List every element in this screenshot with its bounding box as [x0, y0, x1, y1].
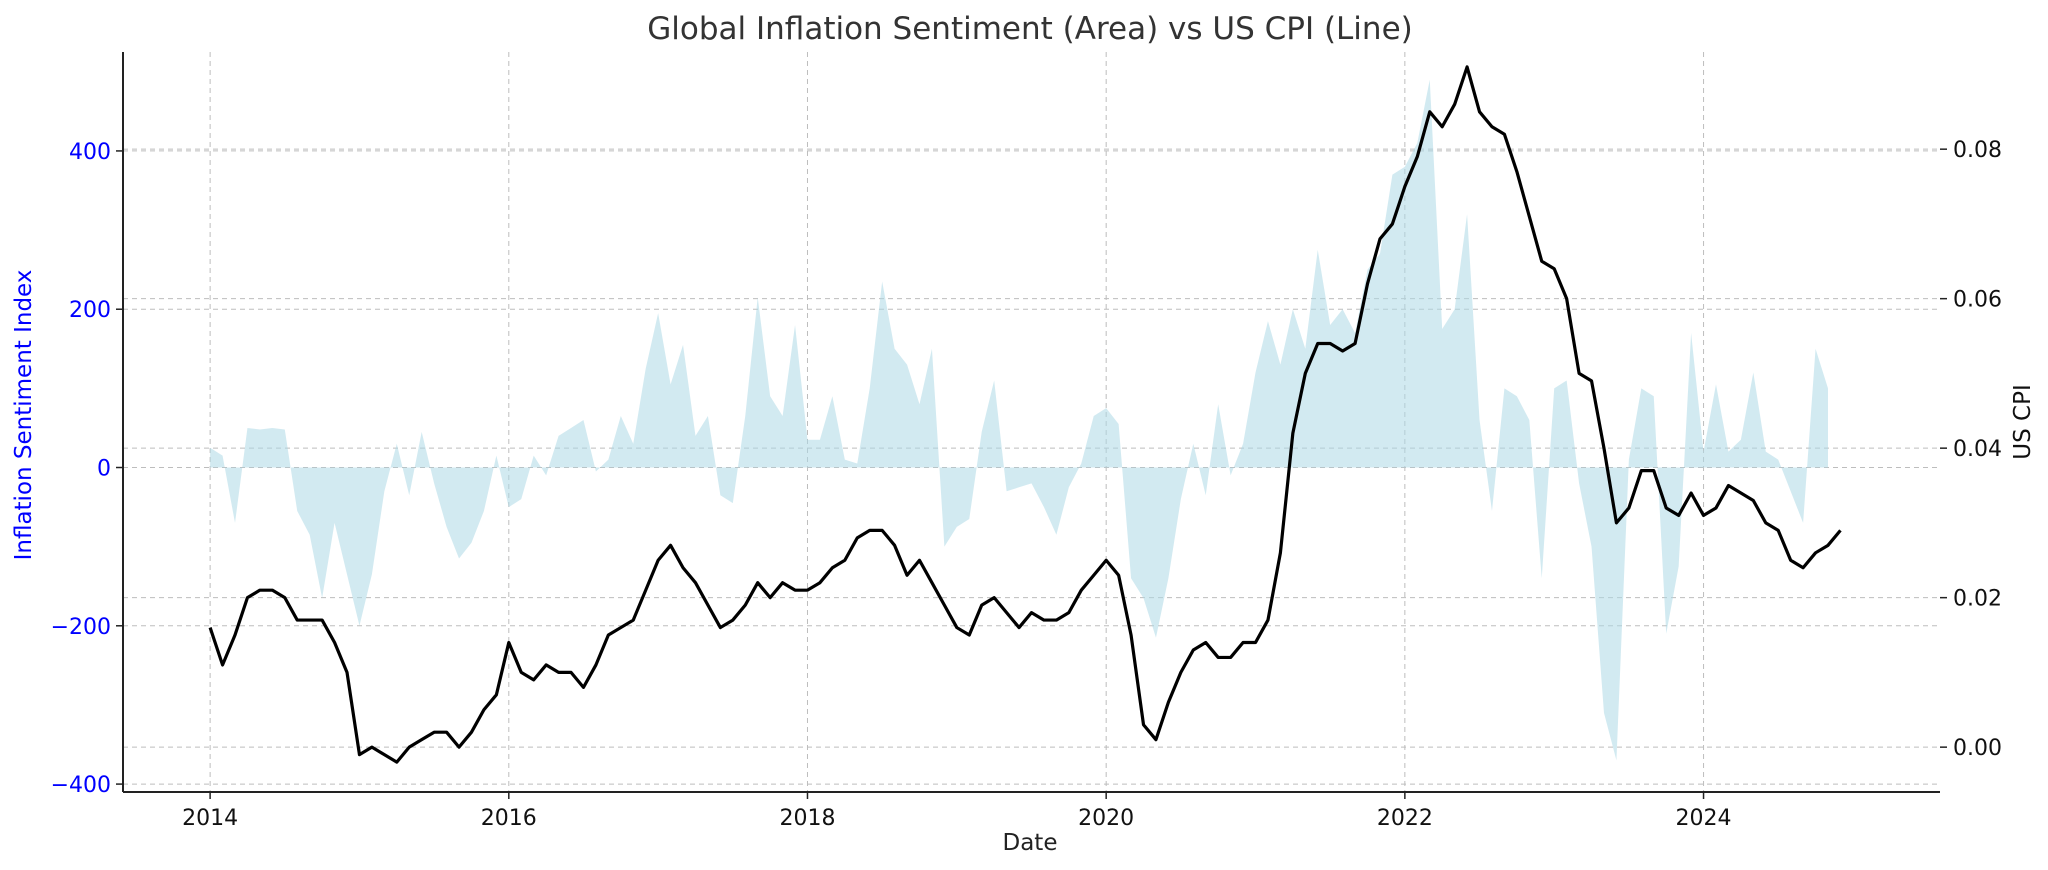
x-axis-label: Date [1003, 830, 1058, 856]
x-tick-label: 2018 [779, 806, 835, 831]
x-tick-label: 2016 [481, 806, 537, 831]
left-tick-label: −400 [51, 773, 111, 798]
left-tick-label: 400 [69, 140, 111, 165]
left-tick-label: −200 [51, 615, 111, 640]
x-tick-label: 2014 [182, 806, 238, 831]
left-y-axis-label: Inflation Sentiment Index [11, 270, 37, 561]
sentiment-area [210, 79, 1828, 761]
right-tick-label: 0.06 [1953, 288, 2002, 313]
right-y-axis-label: US CPI [2010, 384, 2036, 459]
left-tick-label: 0 [97, 457, 111, 482]
grid [123, 52, 1940, 792]
line-series [208, 65, 1842, 764]
area-series [210, 79, 1828, 761]
x-tick-label: 2020 [1078, 806, 1134, 831]
right-tick-label: 0.02 [1953, 587, 2002, 612]
left-tick-label: 200 [69, 298, 111, 323]
right-tick-label: 0.04 [1953, 437, 2002, 462]
right-tick-label: 0.08 [1953, 138, 2002, 163]
left-y-axis: 400 200 0 −200 −400 [51, 140, 123, 798]
cpi-line [208, 65, 1842, 764]
right-y-axis: 0.08 0.06 0.04 0.02 0.00 [1940, 138, 2002, 761]
x-tick-label: 2022 [1377, 806, 1433, 831]
x-axis: 2014 2016 2018 2020 2022 2024 [182, 792, 1732, 831]
chart-title: Global Inflation Sentiment (Area) vs US … [647, 11, 1412, 47]
right-tick-label: 0.00 [1953, 736, 2002, 761]
x-tick-label: 2024 [1676, 806, 1732, 831]
spines [122, 52, 1940, 793]
